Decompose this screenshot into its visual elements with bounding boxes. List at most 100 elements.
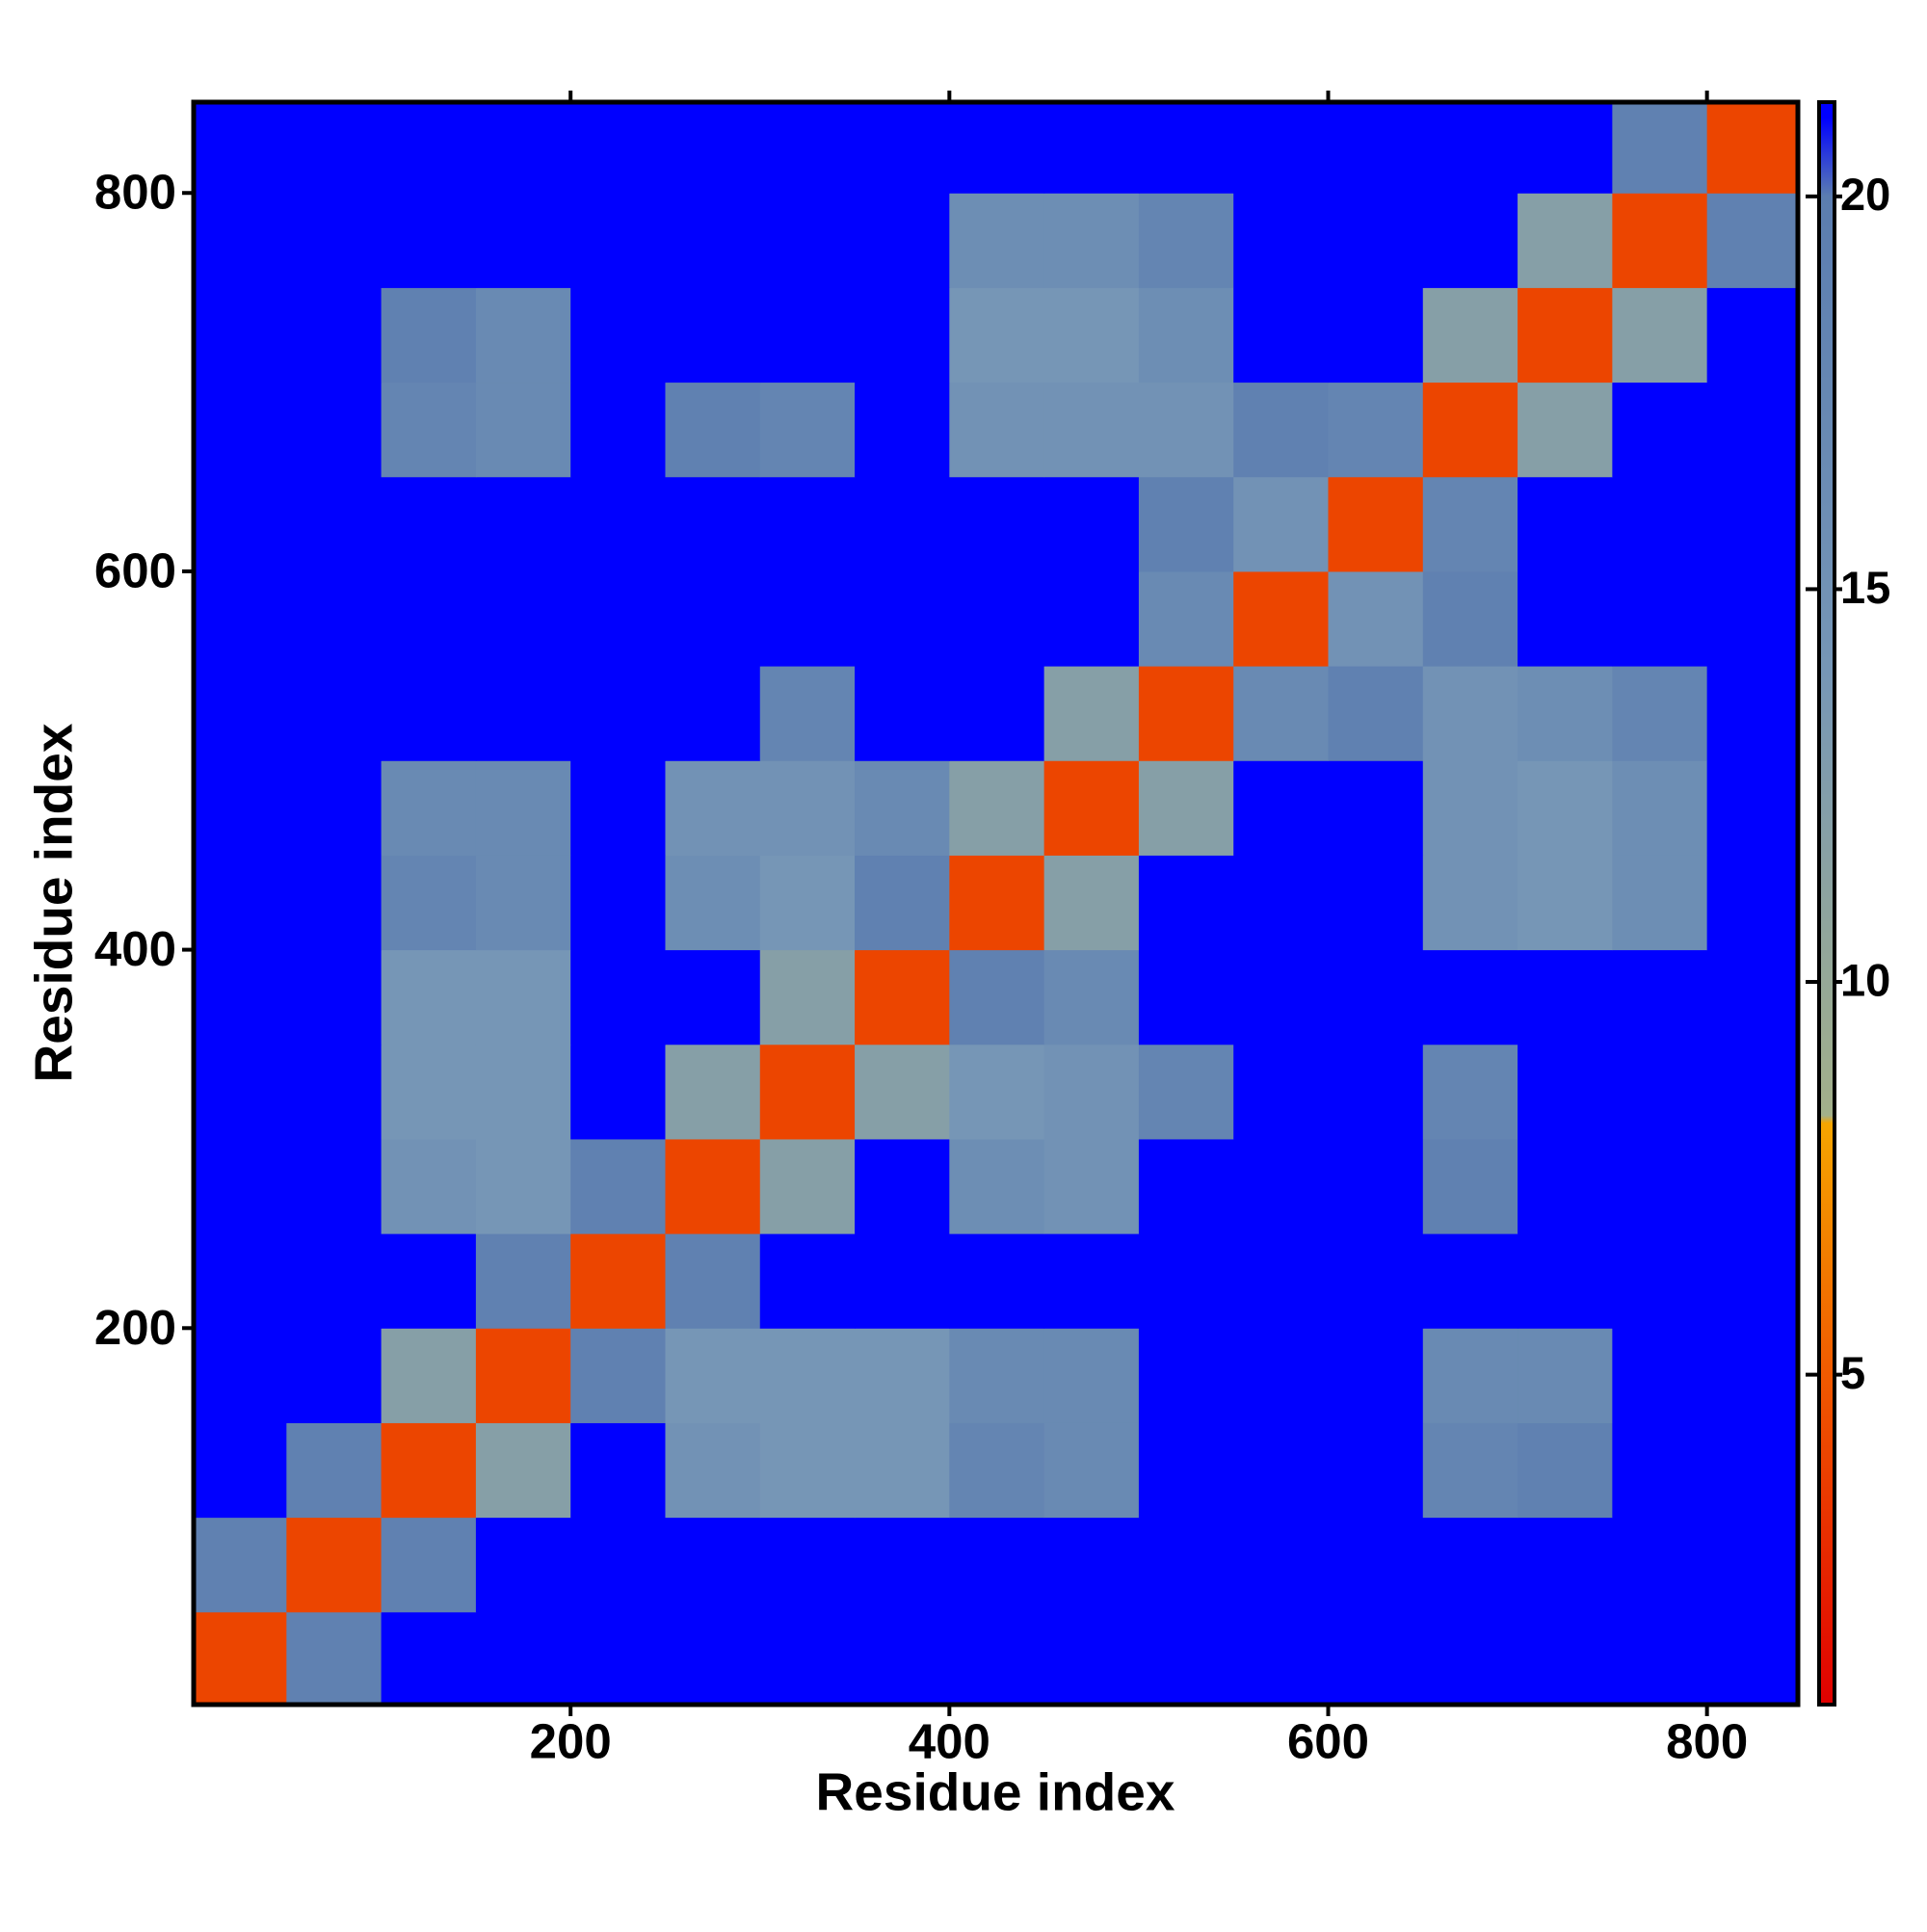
heatmap-cell bbox=[949, 193, 1045, 288]
heatmap-cell bbox=[381, 570, 477, 667]
heatmap-cell bbox=[381, 666, 477, 761]
colorbar-tick-label: 15 bbox=[1840, 562, 1890, 613]
heatmap-cell bbox=[1422, 855, 1518, 951]
heatmap-cell bbox=[759, 855, 856, 951]
heatmap-cell bbox=[1422, 287, 1518, 384]
y-axis-title: Residue index bbox=[24, 723, 84, 1082]
heatmap-cell bbox=[1422, 382, 1518, 478]
heatmap-cell bbox=[1138, 760, 1234, 856]
heatmap-cell bbox=[1422, 1044, 1518, 1140]
heatmap-cell bbox=[1706, 949, 1798, 1045]
heatmap-cell bbox=[855, 382, 950, 478]
heatmap-cell bbox=[1138, 1044, 1234, 1140]
heatmap-cell bbox=[855, 949, 950, 1045]
heatmap-cell bbox=[1518, 570, 1613, 667]
heatmap-cell bbox=[1233, 102, 1329, 194]
heatmap-cell bbox=[665, 1044, 761, 1140]
heatmap-cell bbox=[665, 1138, 761, 1234]
heatmap-cell bbox=[1706, 666, 1798, 761]
heatmap-cell bbox=[194, 570, 287, 667]
heatmap-cell bbox=[1328, 1422, 1424, 1519]
heatmap-cell bbox=[1422, 666, 1518, 761]
heatmap-cell bbox=[1518, 1611, 1613, 1705]
heatmap-cell bbox=[1138, 382, 1234, 478]
heatmap-cell bbox=[286, 570, 383, 667]
heatmap-cell bbox=[1233, 1422, 1329, 1519]
heatmap-cell bbox=[1043, 666, 1140, 761]
y-tick-label: 400 bbox=[94, 921, 176, 976]
heatmap-cell bbox=[949, 666, 1045, 761]
heatmap-cell bbox=[949, 1611, 1045, 1705]
heatmap-cell bbox=[665, 570, 761, 667]
heatmap-cell bbox=[194, 382, 287, 478]
heatmap-cell bbox=[1328, 760, 1424, 856]
heatmap-cell bbox=[1138, 102, 1234, 194]
heatmap-cell bbox=[194, 949, 287, 1045]
heatmap-cell bbox=[570, 1044, 666, 1140]
heatmap-cell bbox=[475, 666, 571, 761]
heatmap-cell bbox=[949, 1328, 1045, 1423]
heatmap-cell bbox=[1138, 666, 1234, 761]
heatmap-cell bbox=[381, 1611, 477, 1705]
y-tick-label: 200 bbox=[94, 1300, 176, 1355]
heatmap-cell bbox=[381, 1328, 477, 1423]
heatmap-cell bbox=[1328, 855, 1424, 951]
heatmap-cell bbox=[1043, 102, 1140, 194]
heatmap-cell bbox=[570, 855, 666, 951]
heatmap-cell bbox=[1328, 1233, 1424, 1329]
heatmap-cell bbox=[1706, 382, 1798, 478]
heatmap-cell bbox=[381, 949, 477, 1045]
heatmap-cell bbox=[570, 1138, 666, 1234]
heatmap-cell bbox=[1612, 1517, 1708, 1613]
heatmap-cell bbox=[194, 666, 287, 761]
heatmap-cell bbox=[855, 1422, 950, 1519]
heatmap-cell bbox=[194, 193, 287, 288]
heatmap-cell bbox=[1233, 570, 1329, 667]
heatmap-cell bbox=[1328, 1611, 1424, 1705]
heatmap-cell bbox=[1043, 949, 1140, 1045]
heatmap-cell bbox=[759, 760, 856, 856]
heatmap-cell bbox=[1043, 193, 1140, 288]
heatmap-cell bbox=[1043, 287, 1140, 384]
heatmap-cell bbox=[475, 193, 571, 288]
heatmap-cell bbox=[381, 760, 477, 856]
heatmap-cell bbox=[286, 855, 383, 951]
heatmap-cell bbox=[1706, 193, 1798, 288]
heatmap-cell bbox=[286, 102, 383, 194]
heatmap-cell bbox=[1706, 1517, 1798, 1613]
heatmap-cell bbox=[1518, 760, 1613, 856]
heatmap-cell bbox=[1138, 1517, 1234, 1613]
colorbar bbox=[1817, 100, 1836, 1707]
heatmap-cell bbox=[1233, 949, 1329, 1045]
heatmap-cell bbox=[194, 1233, 287, 1329]
heatmap-cell bbox=[949, 1517, 1045, 1613]
heatmap-cell bbox=[665, 1233, 761, 1329]
heatmap-cell bbox=[1043, 855, 1140, 951]
heatmap-cell bbox=[194, 1422, 287, 1519]
heatmap-cell bbox=[1612, 949, 1708, 1045]
heatmap-cell bbox=[1233, 193, 1329, 288]
heatmap-cell bbox=[855, 1233, 950, 1329]
heatmap-cell bbox=[1233, 760, 1329, 856]
heatmap-cell bbox=[1706, 1611, 1798, 1705]
heatmap-cell bbox=[475, 476, 571, 572]
heatmap-cell bbox=[1328, 1044, 1424, 1140]
heatmap-cell bbox=[759, 570, 856, 667]
heatmap-cell bbox=[1328, 476, 1424, 572]
heatmap-cell bbox=[1612, 570, 1708, 667]
heatmap-cell bbox=[1706, 1422, 1798, 1519]
heatmap-cell bbox=[381, 1044, 477, 1140]
heatmap-cell bbox=[1422, 570, 1518, 667]
heatmap-cell bbox=[759, 1233, 856, 1329]
heatmap-cell bbox=[665, 1328, 761, 1423]
heatmap-cell bbox=[759, 1422, 856, 1519]
heatmap-cell bbox=[949, 476, 1045, 572]
heatmap-cell bbox=[855, 1517, 950, 1613]
heatmap-cell bbox=[1043, 1517, 1140, 1613]
heatmap-cell bbox=[570, 193, 666, 288]
heatmap-cell bbox=[855, 1044, 950, 1140]
heatmap-cell bbox=[1422, 760, 1518, 856]
heatmap-cell bbox=[949, 570, 1045, 667]
heatmap-cell bbox=[286, 382, 383, 478]
